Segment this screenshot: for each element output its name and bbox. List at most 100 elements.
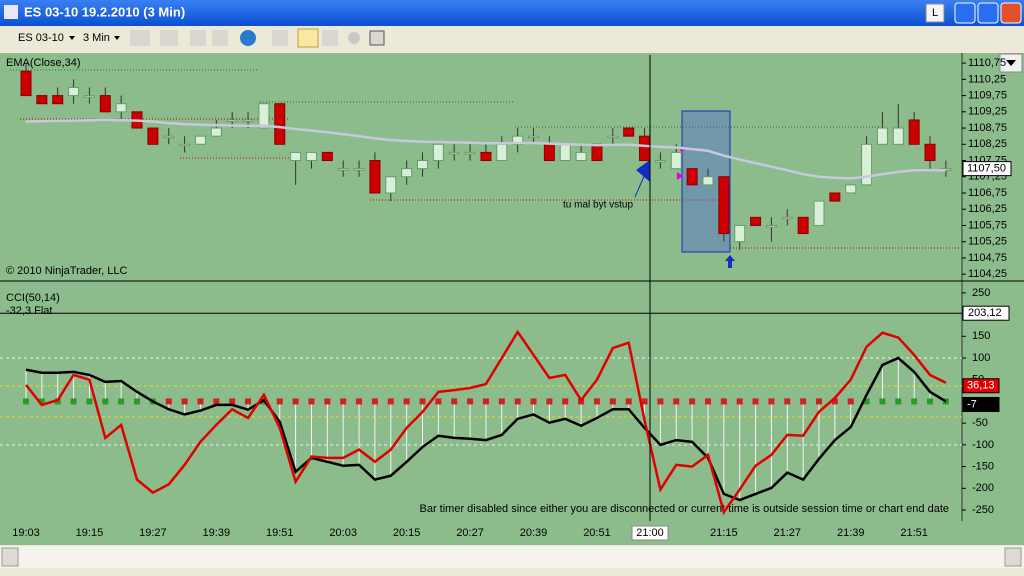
indicator-button[interactable] — [322, 30, 338, 46]
cci-subtitle: -32,3 Flat — [6, 305, 52, 317]
zero-marker — [197, 398, 204, 405]
x-tick-label: 19:51 — [266, 527, 294, 539]
zero-marker — [340, 398, 347, 405]
y-tick-label: 1106,75 — [968, 187, 1007, 199]
properties-button[interactable] — [272, 30, 288, 46]
candle-body — [401, 168, 413, 178]
candle-body — [496, 143, 508, 162]
zero-marker — [863, 398, 870, 405]
candle-body — [623, 127, 635, 137]
zero-marker — [689, 398, 696, 405]
globe-button[interactable] — [240, 30, 256, 46]
candle-body — [575, 151, 587, 162]
toolbar — [0, 26, 1024, 52]
candle-body — [750, 216, 762, 226]
crosshair-button[interactable] — [297, 28, 319, 48]
zero-marker — [498, 398, 505, 405]
zero-marker — [403, 398, 410, 405]
x-tick-label: 21:15 — [710, 527, 738, 539]
candle-body — [781, 216, 793, 220]
zero-marker — [546, 398, 553, 405]
zoom-out-button[interactable] — [212, 30, 228, 46]
x-tick-label: 20:39 — [520, 527, 548, 539]
candle-body — [163, 135, 175, 139]
draw-button[interactable] — [160, 30, 178, 46]
y-tick-label: 1108,75 — [968, 122, 1007, 134]
zero-marker — [593, 398, 600, 405]
horizontal-lines — [10, 69, 960, 249]
candle-body — [702, 176, 714, 186]
zero-marker — [181, 398, 188, 405]
l-button-label[interactable]: L — [932, 7, 938, 19]
current-value-box — [962, 378, 1000, 394]
scroll-left[interactable] — [1, 547, 19, 567]
candle-body — [194, 135, 206, 145]
dropdown-arrow[interactable] — [1006, 60, 1016, 66]
zero-marker — [451, 398, 458, 405]
up-arrow — [725, 255, 735, 268]
zero-marker — [609, 398, 616, 405]
x-tick-label: 20:51 — [583, 527, 611, 539]
close-button[interactable] — [1000, 2, 1022, 24]
candle-body — [36, 95, 48, 105]
zero-marker — [23, 398, 29, 405]
instrument-selector[interactable]: ES 03-10 — [18, 32, 64, 44]
x-tick-label: 19:39 — [203, 527, 231, 539]
zero-marker — [816, 398, 822, 405]
zero-marker — [292, 398, 299, 405]
y-tick-label: 1109,75 — [968, 89, 1007, 101]
zero-marker — [514, 398, 521, 405]
scrollbar[interactable] — [0, 546, 1024, 568]
candle-body — [670, 151, 682, 170]
x-tick-label: 21:51 — [900, 527, 928, 539]
zero-marker — [847, 398, 854, 405]
candle-body — [686, 168, 698, 186]
y-tick-label: -200 — [972, 482, 994, 494]
candle-body — [305, 151, 317, 162]
candle-body — [591, 143, 603, 162]
copyright: © 2010 NinjaTrader, LLC — [6, 265, 127, 277]
candle-body — [68, 86, 80, 97]
zero-marker — [673, 398, 680, 405]
crosshair-x-box — [631, 525, 669, 541]
dropdown-arrow[interactable] — [69, 36, 75, 40]
data-box-button[interactable] — [369, 30, 385, 46]
zero-marker — [720, 398, 727, 405]
y-tick-label: 1110,75 — [968, 57, 1006, 69]
zero-marker — [768, 398, 775, 405]
candle-body — [353, 168, 365, 171]
candle-body — [480, 151, 492, 162]
y-tick-label: 1109,25 — [968, 106, 1007, 118]
candle-body — [829, 192, 841, 202]
scroll-right[interactable] — [1004, 547, 1022, 567]
l-button[interactable] — [925, 3, 945, 23]
candle-body — [813, 200, 825, 226]
strategy-button[interactable] — [348, 32, 360, 44]
zoom-in-button[interactable] — [190, 30, 206, 46]
candle-body — [274, 103, 286, 145]
y-tick-label: 150 — [972, 330, 990, 342]
bar-type-button[interactable] — [130, 30, 150, 46]
marker-arrow — [677, 147, 686, 180]
candle-body — [258, 103, 270, 129]
candle-body — [448, 151, 460, 155]
cci-line — [25, 356, 947, 502]
y-tick-label: -100 — [972, 439, 994, 451]
candle-body — [369, 160, 381, 194]
zero-marker — [276, 398, 283, 405]
minimize-button[interactable] — [954, 2, 976, 24]
zero-marker — [86, 398, 93, 405]
interval-selector[interactable]: 3 Min — [83, 32, 110, 44]
current-value-box — [962, 396, 1000, 412]
maximize-button[interactable] — [977, 2, 999, 24]
candle-body — [337, 168, 349, 171]
zero-marker — [229, 398, 236, 405]
dropdown-arrow[interactable] — [114, 36, 120, 40]
current-price-box — [962, 161, 1012, 177]
candle-body — [607, 135, 619, 139]
zero-marker — [245, 398, 252, 405]
zero-marker — [736, 398, 743, 405]
candle-body — [543, 143, 555, 162]
candle-body — [83, 95, 95, 98]
